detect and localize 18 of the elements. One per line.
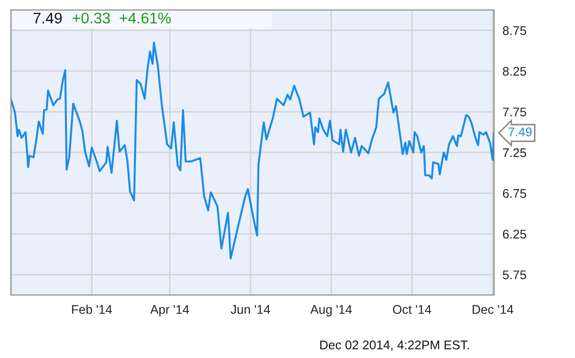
line-series bbox=[11, 42, 494, 260]
x-tick-label: Aug '14 bbox=[310, 305, 352, 316]
x-tick-label: Apr '14 bbox=[150, 305, 190, 316]
chart-subtitle: +0.33 +4.61% bbox=[72, 12, 171, 24]
y-tick-label: 6.75 bbox=[502, 189, 526, 198]
annotation: 7.49 bbox=[508, 127, 532, 136]
y-tick-label: 7.25 bbox=[502, 148, 526, 158]
x-tick-label: Feb '14 bbox=[72, 304, 112, 314]
y-tick-label: 6.25 bbox=[502, 230, 526, 239]
y-tick-label: 8.75 bbox=[502, 26, 526, 36]
chart-title: 7.49 bbox=[34, 12, 62, 24]
text: Dec 02 2014, 4:22PM EST. bbox=[320, 340, 469, 351]
x-tick-label: Oct '14 bbox=[392, 305, 432, 314]
y-tick-label: 8.25 bbox=[502, 66, 526, 76]
x-tick-label: Dec '14 bbox=[472, 305, 514, 314]
y-tick-label: 5.75 bbox=[502, 270, 526, 280]
x-tick-label: Jun '14 bbox=[230, 305, 270, 314]
y-tick-label: 7.75 bbox=[502, 108, 526, 116]
